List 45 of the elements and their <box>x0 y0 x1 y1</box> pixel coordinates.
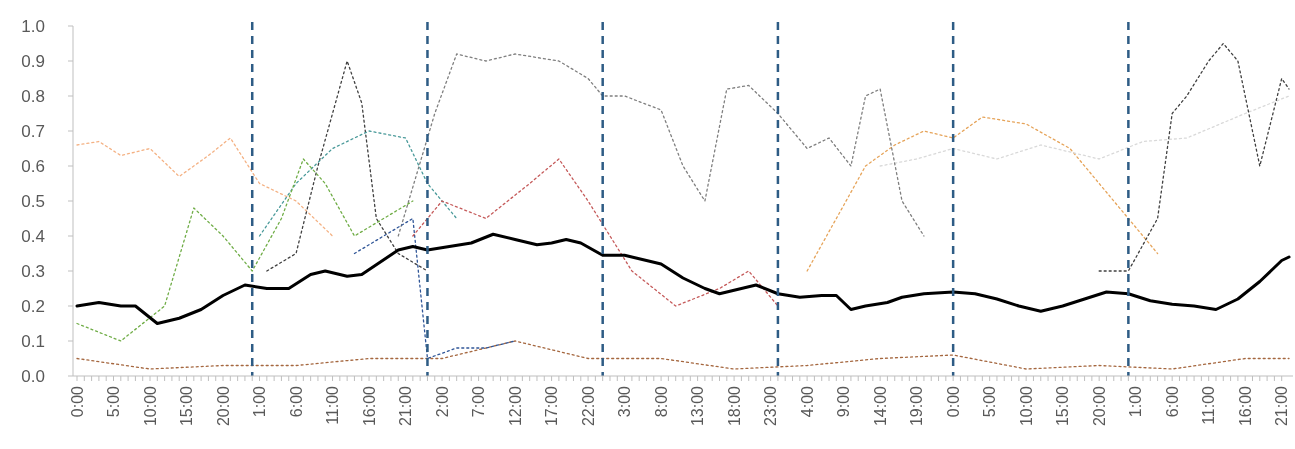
x-tick-label: 16:00 <box>1236 385 1254 427</box>
x-tick-label: 0:00 <box>944 385 962 418</box>
y-tick-label: 0.7 <box>21 121 45 141</box>
x-tick-label: 15:00 <box>1054 385 1072 427</box>
x-tick-label: 16:00 <box>360 385 378 427</box>
x-tick-label: 23:00 <box>762 385 780 427</box>
x-tick-label: 0:00 <box>68 385 86 418</box>
y-tick-label: 0.0 <box>21 366 45 386</box>
x-tick-label: 8:00 <box>652 385 670 418</box>
x-tick-label: 6:00 <box>287 385 305 418</box>
y-tick-label: 0.4 <box>21 226 45 246</box>
x-tick-label: 20:00 <box>214 385 232 427</box>
y-tick-label: 0.5 <box>21 191 45 211</box>
x-tick-label: 21:00 <box>1273 385 1291 427</box>
x-tick-label: 1:00 <box>251 385 269 418</box>
x-tick-label: 11:00 <box>324 385 342 425</box>
x-tick-label: 5:00 <box>981 385 999 418</box>
x-tick-label: 6:00 <box>1163 385 1181 418</box>
y-tick-label: 1.0 <box>21 16 45 36</box>
x-tick-label: 18:00 <box>725 385 743 427</box>
x-tick-label: 1:00 <box>1127 385 1145 418</box>
x-tick-label: 5:00 <box>105 385 123 418</box>
x-tick-label: 20:00 <box>1090 385 1108 427</box>
x-tick-label: 22:00 <box>579 385 597 427</box>
x-tick-label: 9:00 <box>835 385 853 418</box>
y-tick-label: 0.6 <box>21 156 45 176</box>
x-tick-label: 15:00 <box>178 385 196 427</box>
y-tick-label: 0.8 <box>21 86 45 106</box>
x-tick-label: 17:00 <box>543 385 561 427</box>
x-tick-label: 2:00 <box>433 385 451 418</box>
x-tick-label: 11:00 <box>1200 385 1218 425</box>
y-tick-label: 0.2 <box>21 296 45 316</box>
x-tick-label: 10:00 <box>141 385 159 427</box>
y-tick-label: 0.9 <box>21 51 45 71</box>
x-tick-label: 7:00 <box>470 385 488 418</box>
x-tick-label: 3:00 <box>616 385 634 418</box>
y-tick-label: 0.3 <box>21 261 45 281</box>
x-tick-label: 13:00 <box>689 385 707 427</box>
x-tick-label: 19:00 <box>908 385 926 427</box>
x-tick-label: 12:00 <box>506 385 524 427</box>
x-tick-label: 14:00 <box>871 385 889 427</box>
x-tick-label: 10:00 <box>1017 385 1035 427</box>
x-tick-label: 21:00 <box>397 385 415 427</box>
y-tick-label: 0.1 <box>21 331 45 351</box>
x-tick-label: 4:00 <box>798 385 816 418</box>
